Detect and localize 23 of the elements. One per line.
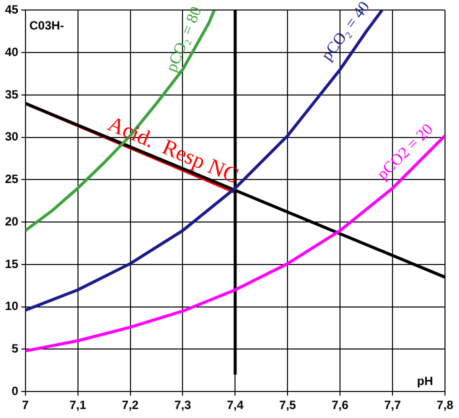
x-tick-label: 7,4 — [226, 398, 244, 412]
y-tick-label: 5 — [12, 342, 19, 356]
y-tick-label: 0 — [12, 384, 19, 398]
y-tick-label: 35 — [4, 87, 19, 102]
y-tick-label: 30 — [4, 130, 19, 144]
y-tick-label: 10 — [4, 299, 19, 314]
x-tick-label: 7,3 — [174, 398, 192, 412]
y-tick-label: 15 — [4, 256, 19, 271]
x-tick-label: 7,1 — [69, 398, 86, 412]
text: pCO₂ = 80 — [163, 4, 206, 74]
x-tick-label: 7,2 — [122, 398, 139, 412]
x-tick-label: 7 — [22, 398, 30, 412]
x-tick-label: 7,8 — [436, 398, 454, 412]
y-tick-label: 40 — [4, 44, 19, 59]
y-tick-label: 25 — [4, 172, 19, 186]
x-axis-title: pH — [417, 374, 433, 388]
text: Acid. Resp NC — [104, 110, 242, 188]
x-tick-label: 7,5 — [279, 398, 296, 412]
y-tick-label: 20 — [4, 214, 19, 228]
x-tick-label: 7,7 — [384, 398, 402, 412]
x-tick-label: 7,6 — [332, 398, 349, 412]
y-tick-label: 45 — [4, 2, 19, 17]
y-axis-title: C03H- — [29, 18, 64, 33]
